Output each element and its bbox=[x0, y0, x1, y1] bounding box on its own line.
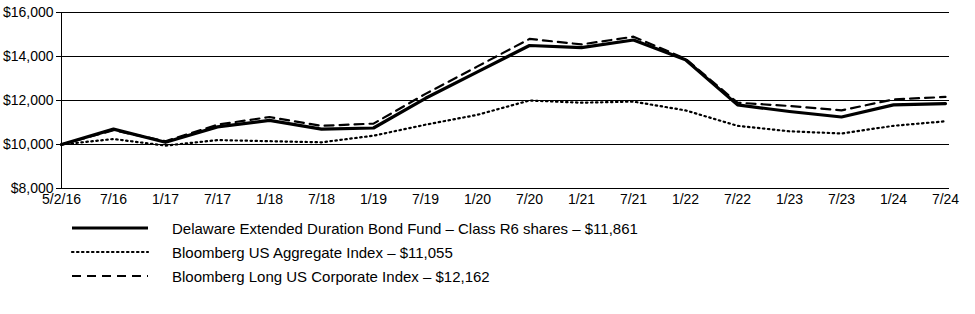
svg-text:7/17: 7/17 bbox=[204, 191, 231, 207]
svg-text:1/23: 1/23 bbox=[776, 191, 803, 207]
svg-text:1/21: 1/21 bbox=[568, 191, 595, 207]
html-text:Delaware Extended Duration Bon: Delaware Extended Duration Bond Fund – C… bbox=[172, 219, 638, 237]
svg-text:7/24: 7/24 bbox=[932, 191, 959, 207]
svg-text:7/19: 7/19 bbox=[412, 191, 439, 207]
svg-text:7/20: 7/20 bbox=[516, 191, 543, 207]
svg-text:5/2/16: 5/2/16 bbox=[42, 191, 81, 207]
svg-text:$12,000: $12,000 bbox=[3, 92, 54, 108]
svg-text:7/22: 7/22 bbox=[724, 191, 751, 207]
svg-text:7/23: 7/23 bbox=[828, 191, 855, 207]
svg-text:7/18: 7/18 bbox=[308, 191, 335, 207]
html-text:Bloomberg US Aggregate Index –: Bloomberg US Aggregate Index – $11,055 bbox=[172, 243, 453, 261]
svg-text:$8,000: $8,000 bbox=[10, 180, 54, 196]
svg-text:7/21: 7/21 bbox=[620, 191, 647, 207]
svg-text:1/19: 1/19 bbox=[360, 191, 387, 207]
svg-text:$10,000: $10,000 bbox=[3, 136, 54, 152]
svg-text:7/16: 7/16 bbox=[100, 191, 127, 207]
html-text:Bloomberg Long US Corporate In: Bloomberg Long US Corporate Index – $12,… bbox=[172, 267, 490, 285]
svg-text:$14,000: $14,000 bbox=[3, 48, 54, 64]
svg-text:$16,000: $16,000 bbox=[3, 4, 54, 20]
svg-text:1/17: 1/17 bbox=[152, 191, 179, 207]
svg-text:1/22: 1/22 bbox=[672, 191, 699, 207]
svg-text:1/24: 1/24 bbox=[880, 191, 907, 207]
svg-text:1/18: 1/18 bbox=[256, 191, 283, 207]
svg-text:1/20: 1/20 bbox=[464, 191, 491, 207]
